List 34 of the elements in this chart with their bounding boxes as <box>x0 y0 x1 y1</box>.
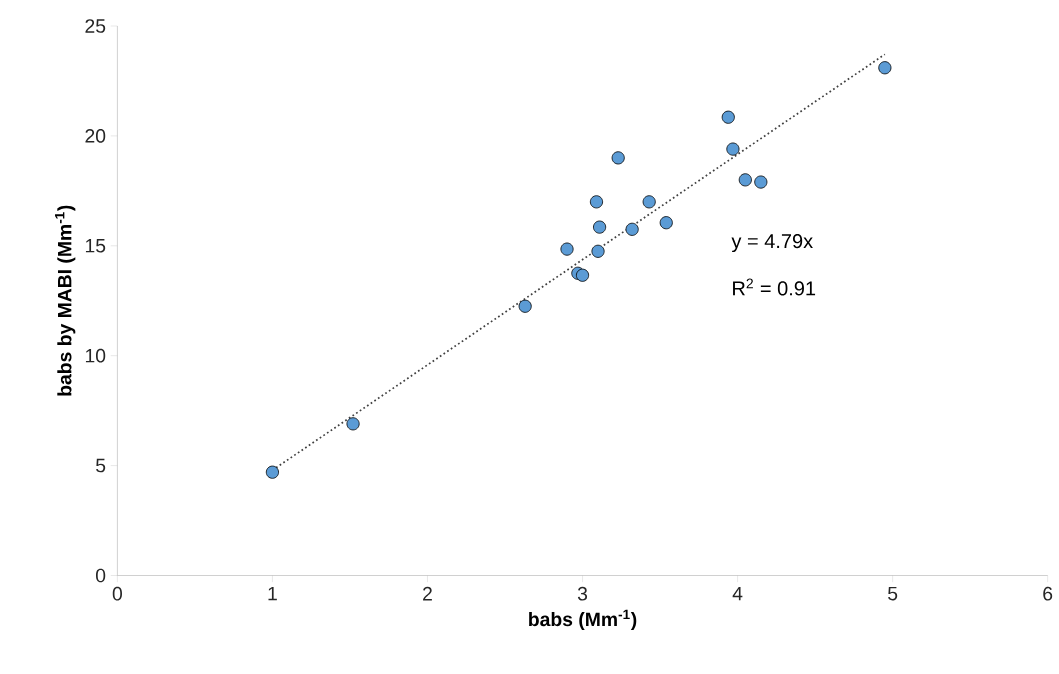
point <box>625 223 639 237</box>
y-tick-label: 0 <box>96 568 106 583</box>
point <box>560 242 574 256</box>
y-tick-label: 25 <box>85 19 106 34</box>
point <box>575 268 590 283</box>
point <box>659 216 673 230</box>
point <box>738 173 752 187</box>
x-tick-label: 5 <box>888 587 898 601</box>
y-axis-title: babs by MABI (Mm$^{-1}$) <box>55 205 76 396</box>
annotation: y = 4.79x <box>731 234 813 253</box>
x-tick-label: 3 <box>577 587 588 601</box>
point <box>593 220 607 234</box>
x-tick-label: 4 <box>732 587 743 601</box>
point <box>589 195 604 209</box>
point <box>642 195 656 209</box>
x-tick-label: 1 <box>268 587 277 601</box>
y-tick-label: 20 <box>85 129 106 143</box>
x-tick-label: 0 <box>112 587 122 601</box>
point <box>591 245 605 259</box>
point <box>754 175 768 189</box>
point <box>726 142 740 156</box>
point <box>346 417 360 431</box>
y-tick-label: 5 <box>96 459 106 473</box>
point <box>518 299 532 314</box>
y-tick-label: 15 <box>85 239 106 253</box>
x-tick-label: 2 <box>423 587 432 601</box>
point <box>265 465 279 479</box>
point <box>878 61 892 75</box>
x-tick-label: 6 <box>1043 587 1053 601</box>
y-tick-label: 10 <box>85 349 106 363</box>
point <box>611 151 625 165</box>
point <box>721 110 735 124</box>
x-axis-title: babs (Mm$^{-1}$) <box>529 609 637 631</box>
annotation: R$^{2}$ = 0.91 <box>733 278 816 296</box>
